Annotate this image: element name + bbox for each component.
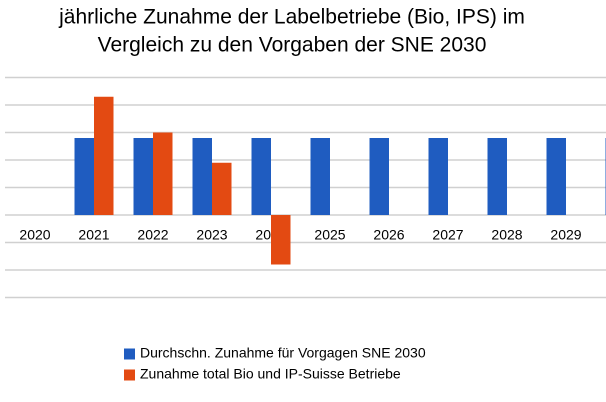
x-tick-label: 2023 bbox=[196, 227, 227, 243]
bar bbox=[271, 215, 291, 265]
x-tick-label: 2028 bbox=[491, 227, 522, 243]
legend-label: Durchschn. Zunahme für Vorgagen SNE 2030 bbox=[140, 345, 426, 361]
x-tick-label: 2022 bbox=[137, 227, 168, 243]
x-tick-label: 2021 bbox=[78, 227, 109, 243]
bar bbox=[251, 138, 271, 215]
x-tick-label: 2029 bbox=[550, 227, 581, 243]
bar bbox=[74, 138, 94, 215]
x-tick-label: 2026 bbox=[373, 227, 404, 243]
bar bbox=[212, 162, 232, 215]
bar bbox=[153, 132, 173, 215]
bar bbox=[192, 138, 212, 215]
bar bbox=[310, 138, 330, 215]
legend-label: Zunahme total Bio und IP-Suisse Betriebe bbox=[140, 366, 401, 382]
bar bbox=[546, 138, 566, 215]
chart-title: jährliche Zunahme der Labelbetriebe (Bio… bbox=[58, 6, 525, 29]
x-tick-label: 2027 bbox=[432, 227, 463, 243]
x-tick-label: 2025 bbox=[314, 227, 345, 243]
chart-title: Vergleich zu den Vorgaben der SNE 2030 bbox=[98, 34, 487, 57]
legend-swatch bbox=[124, 348, 135, 360]
bar bbox=[487, 138, 507, 215]
bar bbox=[428, 138, 448, 215]
bar bbox=[133, 138, 153, 215]
x-tick-label: 2020 bbox=[19, 227, 50, 243]
bar bbox=[369, 138, 389, 215]
bar bbox=[94, 96, 114, 215]
legend-swatch bbox=[124, 369, 135, 381]
